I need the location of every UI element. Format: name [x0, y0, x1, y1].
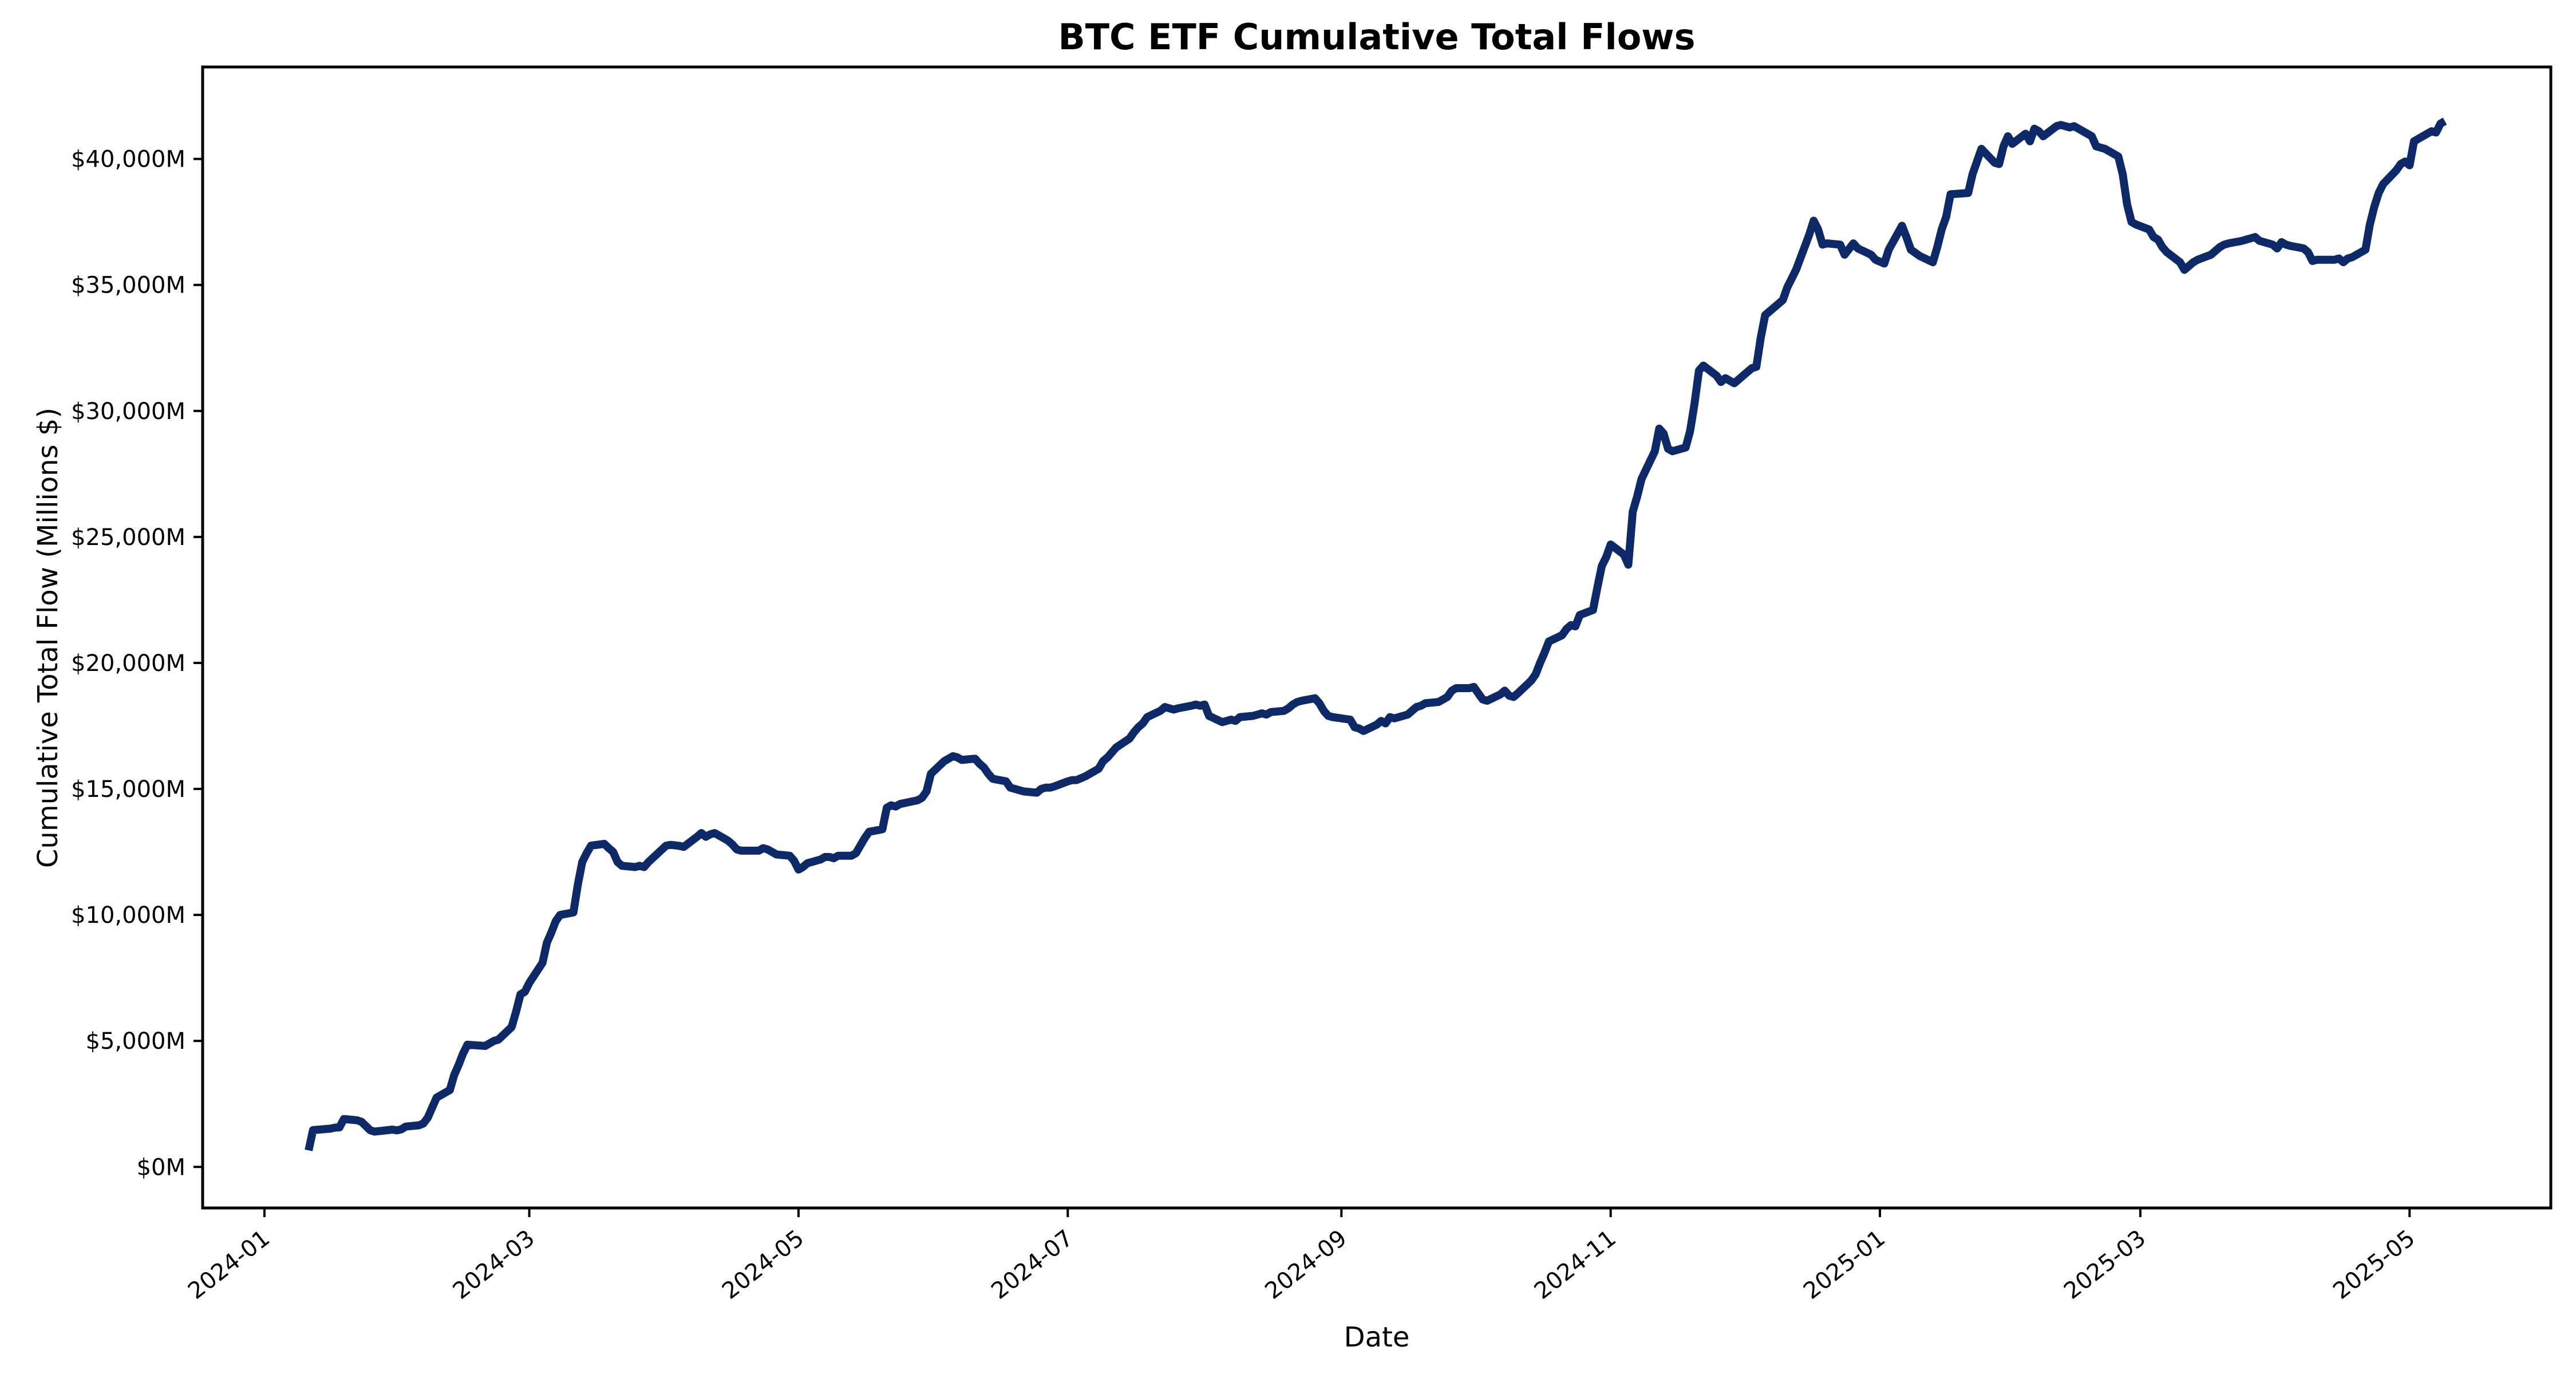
y-tick-label: $20,000M	[71, 650, 185, 677]
y-tick-label: $40,000M	[71, 147, 185, 173]
y-tick-label: $10,000M	[71, 902, 185, 929]
x-tick-label: 2024-09	[1260, 1225, 1352, 1305]
y-tick-label: $15,000M	[71, 776, 185, 803]
y-tick-label: $25,000M	[71, 524, 185, 551]
plot-border	[201, 65, 2553, 1210]
x-axis-ticks: 2024-01 2024-03 2024-05 2024-07 2024-09 2024-…	[183, 1208, 2420, 1305]
y-axis-ticks: $0M $5,000M $10,000M $15,000M $20,000M $25,00…	[71, 147, 203, 1180]
x-tick-label: 2025-05	[2328, 1225, 2420, 1305]
x-tick-label: 2024-05	[717, 1225, 809, 1305]
y-tick-label: $35,000M	[71, 273, 185, 299]
x-tick-label: 2025-03	[2059, 1225, 2151, 1305]
y-tick-label: $30,000M	[71, 398, 185, 425]
y-tick-label: $5,000M	[86, 1028, 185, 1055]
x-tick-label: 2024-01	[183, 1225, 275, 1305]
flows-line-series	[305, 117, 2447, 1151]
chart-title: BTC ETF Cumulative Total Flows	[1058, 16, 1696, 58]
y-axis-label: Cumulative Total Flow (Millions $)	[32, 408, 64, 868]
x-tick-label: 2025-01	[1799, 1225, 1890, 1305]
y-tick-label: $0M	[137, 1154, 185, 1180]
x-tick-label: 2024-07	[986, 1225, 1078, 1305]
x-axis-label: Date	[1344, 1321, 1410, 1353]
x-tick-label: 2024-03	[448, 1225, 540, 1305]
x-tick-label: 2024-11	[1530, 1225, 1621, 1305]
